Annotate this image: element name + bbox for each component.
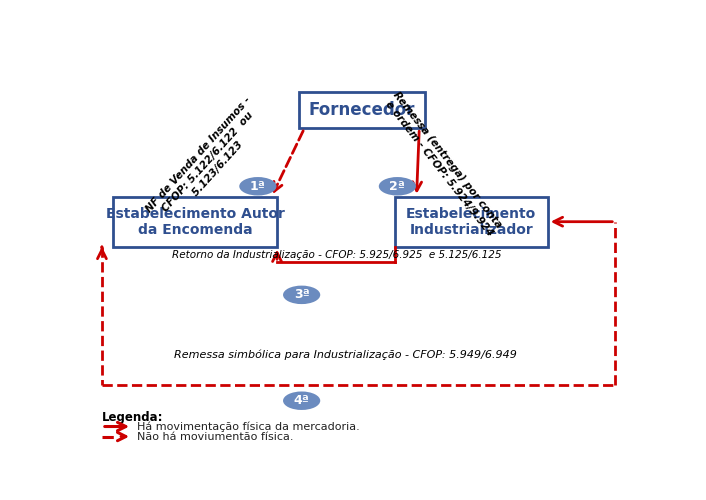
Text: NF de Venda de Insumos -
CFOP: 5.122/6.122  ou
 5.123/6.123: NF de Venda de Insumos - CFOP: 5.122/6.1… [145, 94, 270, 230]
FancyBboxPatch shape [395, 196, 548, 246]
Ellipse shape [283, 392, 321, 410]
Text: Há movimentação física da mercadoria.: Há movimentação física da mercadoria. [138, 422, 360, 432]
Text: Não há moviumentão física.: Não há moviumentão física. [138, 432, 294, 442]
Text: Fornecedor: Fornecedor [309, 101, 415, 119]
Text: Remessa (entrega) por conta
 e ordem - CFOP: 5.924/9.924: Remessa (entrega) por conta e ordem - CF… [381, 90, 504, 238]
Text: Legenda:: Legenda: [102, 411, 163, 424]
FancyBboxPatch shape [113, 196, 277, 246]
Ellipse shape [283, 286, 321, 304]
Text: 3ª: 3ª [294, 288, 309, 302]
Text: Estabelecimento
Industrializador: Estabelecimento Industrializador [406, 206, 537, 237]
Text: 2ª: 2ª [390, 180, 405, 193]
Ellipse shape [379, 177, 416, 196]
Ellipse shape [239, 177, 277, 196]
Text: 4ª: 4ª [294, 394, 309, 407]
FancyBboxPatch shape [299, 92, 425, 128]
Text: Estabelecimento Autor
da Encomenda: Estabelecimento Autor da Encomenda [105, 206, 285, 237]
Text: 1ª: 1ª [250, 180, 265, 193]
Text: Retorno da Industrialização - CFOP: 5.925/6.925  e 5.125/6.125: Retorno da Industrialização - CFOP: 5.92… [172, 250, 502, 260]
Text: Remessa simbólica para Industrialização - CFOP: 5.949/6.949: Remessa simbólica para Industrialização … [174, 350, 517, 360]
